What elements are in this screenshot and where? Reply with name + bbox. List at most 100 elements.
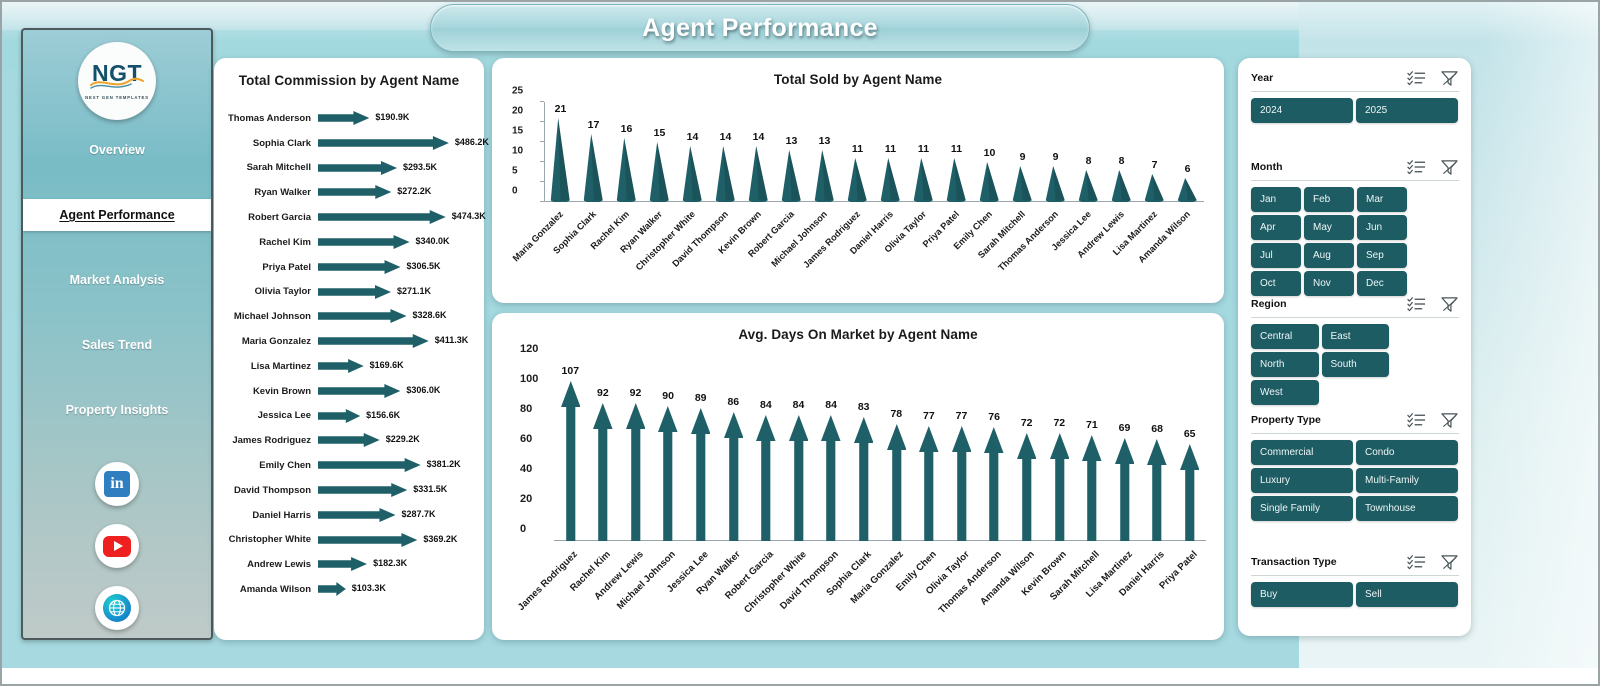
filter-chip-group: Buy Sell (1251, 582, 1459, 607)
clear-filter-icon[interactable] (1440, 70, 1459, 86)
sidebar-item-sales-trend[interactable]: Sales Trend (23, 329, 211, 361)
filter-chip-luxury[interactable]: Luxury (1251, 468, 1353, 493)
avg-days-value-label: 83 (857, 400, 870, 413)
commission-agent-name: Emily Chen (259, 460, 311, 472)
total-sold-x-label: Thomas Anderson (995, 209, 1060, 273)
filter-chip-feb[interactable]: Feb (1304, 187, 1354, 212)
avg-days-value-label: 68 (1151, 423, 1163, 435)
filter-chip-west[interactable]: West (1251, 380, 1319, 405)
clear-filter-icon[interactable] (1440, 554, 1459, 570)
avg-days-value-label: 89 (694, 391, 707, 404)
filter-chip-aug[interactable]: Aug (1304, 243, 1354, 268)
filter-panel: Year 2024 2025 Month Jan Feb Mar Apr May Jun Jul Au… (1238, 58, 1471, 636)
filter-chip-apr[interactable]: Apr (1251, 215, 1301, 240)
filter-chip-south[interactable]: South (1321, 352, 1389, 377)
commission-arrow-bar (318, 408, 361, 423)
filter-chip-jul[interactable]: Jul (1251, 243, 1301, 268)
avg-days-value-label: 76 (988, 411, 1000, 423)
clear-filter-icon[interactable] (1440, 296, 1459, 312)
filter-chip-jun[interactable]: Jun (1357, 215, 1407, 240)
filter-chip-multi-family[interactable]: Multi-Family (1356, 468, 1458, 493)
multi-select-icon[interactable] (1407, 70, 1426, 86)
total-sold-bar: 9 (1012, 151, 1032, 203)
logo-text: NGT (91, 60, 143, 86)
commission-arrow-bar (318, 185, 392, 200)
filter-chip-may[interactable]: May (1304, 215, 1354, 240)
avg-days-value-label: 84 (825, 399, 837, 411)
filter-chip-2024[interactable]: 2024 (1251, 98, 1353, 123)
filter-section-year: Year 2024 2025 (1251, 68, 1459, 123)
filter-section-title: Transaction Type (1251, 556, 1337, 568)
filter-chip-nov[interactable]: Nov (1304, 271, 1354, 296)
filter-chip-townhouse[interactable]: Townhouse (1356, 496, 1458, 521)
clear-filter-icon[interactable] (1440, 159, 1459, 175)
commission-row: Kevin Brown $306.0K (214, 379, 484, 404)
filter-section-header: Region (1251, 294, 1459, 314)
filter-chip-north[interactable]: North (1251, 352, 1319, 377)
total-sold-value-label: 7 (1151, 159, 1158, 171)
multi-select-icon[interactable] (1407, 412, 1426, 428)
total-sold-value-label: 14 (752, 131, 765, 143)
website-link[interactable] (95, 586, 139, 630)
commission-row: Daniel Harris $287.7K (214, 503, 484, 528)
filter-chip-commercial[interactable]: Commercial (1251, 440, 1353, 465)
sidebar-item-market-analysis[interactable]: Market Analysis (23, 264, 211, 296)
filter-section-header: Year (1251, 68, 1459, 88)
filter-chip-sell[interactable]: Sell (1356, 582, 1458, 607)
total-sold-bar: 6 (1177, 163, 1197, 203)
filter-chip-oct[interactable]: Oct (1251, 271, 1301, 296)
avg-days-bar: 89 (690, 392, 711, 541)
total-sold-value-label: 14 (719, 131, 732, 143)
commission-bar-zone: $340.0K (318, 230, 484, 255)
filter-chip-buy[interactable]: Buy (1251, 582, 1353, 607)
multi-select-icon[interactable] (1407, 554, 1426, 570)
filter-chip-central[interactable]: Central (1251, 324, 1319, 349)
page-title: Agent Performance (642, 13, 878, 42)
total-sold-value-label: 11 (851, 143, 864, 155)
commission-row: Jessica Lee $156.6K (214, 404, 484, 429)
commission-agent-name: Rachel Kim (259, 236, 311, 248)
commission-agent-name: Daniel Harris (252, 509, 311, 521)
commission-agent-name: Jessica Lee (257, 410, 311, 422)
filter-chip-single-family[interactable]: Single Family (1251, 496, 1353, 521)
commission-arrow-bar (318, 284, 391, 299)
multi-select-icon[interactable] (1407, 296, 1426, 312)
total-sold-value-label: 14 (686, 131, 699, 143)
total-sold-y-tick: 25 (512, 85, 524, 97)
youtube-link[interactable] (95, 524, 139, 568)
commission-arrow-bar (318, 557, 368, 572)
total-sold-bar: 10 (979, 147, 999, 203)
multi-select-icon[interactable] (1407, 159, 1426, 175)
total-sold-bar: 11 (913, 143, 933, 203)
sidebar-item-agent-performance[interactable]: Agent Performance (23, 199, 211, 231)
avg-days-chart-panel: Avg. Days On Market by Agent Name 0 20 40 6… (492, 313, 1224, 640)
avg-days-bar: 84 (756, 399, 776, 541)
sidebar-item-overview[interactable]: Overview (23, 134, 211, 166)
commission-row: Emily Chen $381.2K (214, 453, 484, 478)
filter-section-header: Transaction Type (1251, 552, 1459, 572)
filter-chip-condo[interactable]: Condo (1356, 440, 1458, 465)
filter-chip-east[interactable]: East (1321, 324, 1389, 349)
commission-bar-zone: $474.3K (318, 205, 486, 230)
commission-bar-zone: $293.5K (318, 156, 484, 181)
total-sold-bar: 13 (781, 135, 801, 203)
avg-days-value-label: 92 (629, 387, 642, 399)
commission-value-label: $287.7K (401, 508, 436, 519)
clear-filter-icon[interactable] (1440, 412, 1459, 428)
filter-chip-dec[interactable]: Dec (1357, 271, 1407, 296)
filter-chip-2025[interactable]: 2025 (1356, 98, 1458, 123)
commission-arrow-bar (318, 433, 380, 448)
filter-chip-sep[interactable]: Sep (1357, 243, 1407, 268)
filter-chip-group: Central East North South West (1251, 324, 1459, 405)
commission-bar-zone: $287.7K (318, 503, 484, 528)
total-sold-x-label: David Thompson (669, 209, 730, 269)
commission-arrow-bar (318, 259, 401, 274)
filter-chip-mar[interactable]: Mar (1357, 187, 1407, 212)
commission-value-label: $474.3K (451, 211, 486, 222)
filter-chip-jan[interactable]: Jan (1251, 187, 1301, 212)
sidebar-item-property-insights[interactable]: Property Insights (23, 394, 211, 426)
linkedin-link[interactable]: in (95, 462, 139, 506)
commission-row: Michael Johnson $328.6K (214, 304, 484, 329)
total-sold-chart-panel: Total Sold by Agent Name 0 5 10 15 20 25 21 Mar… (492, 58, 1224, 303)
commission-agent-name: Michael Johnson (233, 311, 311, 323)
